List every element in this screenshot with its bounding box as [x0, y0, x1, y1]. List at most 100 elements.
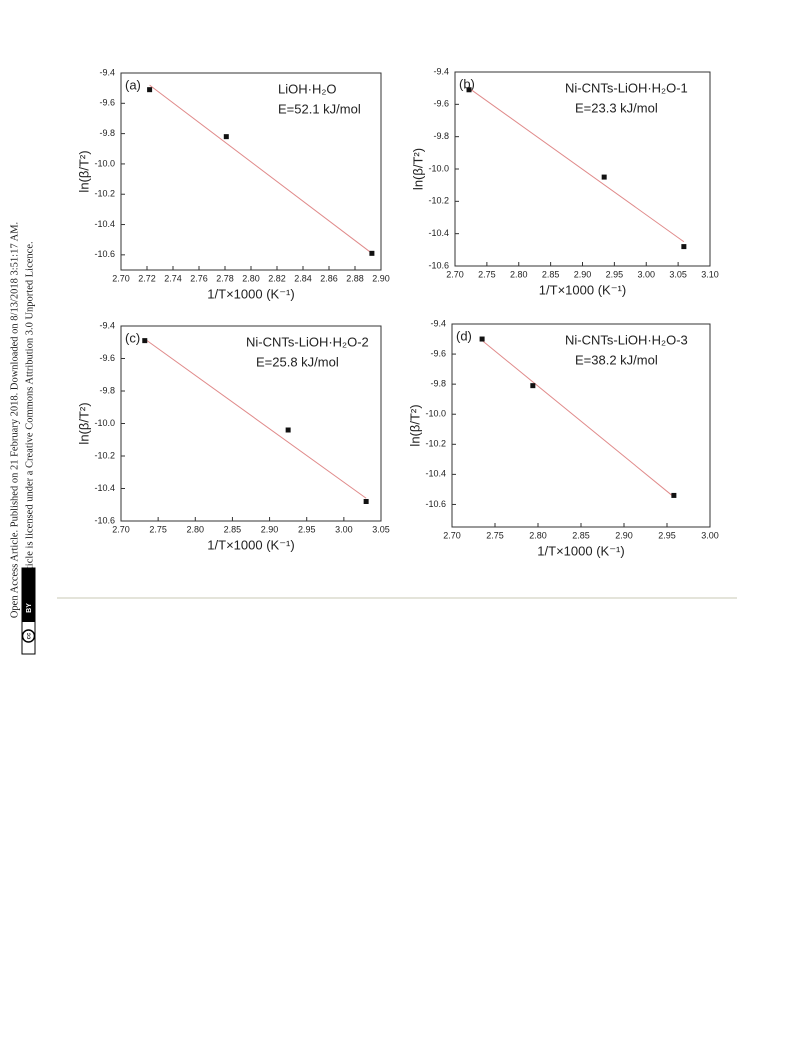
panel-label: (d)	[456, 328, 472, 343]
x-tick-label: 2.85	[224, 524, 242, 534]
badge-circle	[21, 629, 36, 643]
x-tick-label: 2.80	[187, 524, 205, 534]
x-tick-label: 2.78	[216, 273, 234, 283]
x-tick-label: 2.85	[572, 530, 590, 540]
y-axis-label: ln(β/T²)	[76, 402, 91, 444]
annotation: Ni-CNTs-LiOH·H₂O-3	[565, 332, 688, 347]
x-tick-label: 2.85	[542, 269, 560, 279]
panel-label: (c)	[125, 330, 140, 345]
y-tick-label: -10.4	[425, 469, 446, 479]
y-tick-label: -10.6	[425, 499, 446, 509]
x-tick-label: 2.90	[261, 524, 279, 534]
annotation: Ni-CNTs-LiOH·H₂O-2	[246, 334, 369, 349]
y-tick-label: -10.6	[94, 249, 115, 259]
data-point	[285, 427, 291, 433]
data-point	[466, 87, 472, 93]
x-axis-label: 1/T×1000 (K⁻¹)	[537, 543, 624, 558]
y-tick-label: -9.8	[433, 131, 449, 141]
side-note: Open Access Article. Published on 21 Feb…	[9, 222, 35, 618]
annotation: Ni-CNTs-LiOH·H₂O-1	[565, 80, 688, 95]
y-tick-label: -10.0	[428, 163, 449, 173]
y-tick-label: -10.2	[425, 439, 446, 449]
y-tick-label: -9.6	[433, 99, 449, 109]
x-tick-label: 2.70	[112, 524, 130, 534]
x-tick-label: 2.95	[658, 530, 676, 540]
data-point	[147, 87, 153, 93]
data-point	[479, 336, 485, 342]
y-tick-label: -9.6	[99, 353, 115, 363]
y-tick-label: -10.6	[428, 260, 449, 270]
y-tick-label: -10.2	[94, 189, 115, 199]
x-tick-label: 3.00	[701, 530, 719, 540]
y-axis-label: ln(β/T²)	[407, 404, 422, 446]
x-tick-label: 2.75	[149, 524, 167, 534]
x-tick-label: 2.70	[112, 273, 130, 283]
y-tick-label: -10.0	[94, 418, 115, 428]
y-tick-label: -10.0	[425, 409, 446, 419]
side-note-line: Open Access Article. Published on 21 Feb…	[9, 222, 20, 618]
x-tick-label: 2.90	[574, 269, 592, 279]
side-note-line: This article is licensed under a Creativ…	[24, 241, 35, 598]
y-tick-label: -10.2	[94, 450, 115, 460]
panel-label: (a)	[125, 77, 141, 92]
data-point	[363, 499, 369, 504]
x-axis-label: 1/T×1000 (K⁻¹)	[539, 282, 626, 297]
x-tick-label: 2.90	[372, 273, 390, 283]
y-tick-label: -9.4	[99, 320, 115, 330]
y-tick-label: -9.8	[99, 128, 115, 138]
x-tick-label: 2.70	[443, 530, 461, 540]
data-point	[530, 383, 536, 389]
x-tick-label: 3.10	[701, 269, 719, 279]
y-tick-label: -9.6	[430, 348, 446, 358]
x-tick-label: 2.95	[298, 524, 316, 534]
plot-frame	[120, 325, 382, 522]
data-point	[671, 492, 677, 498]
x-tick-label: 2.88	[346, 273, 364, 283]
y-tick-label: -10.0	[94, 158, 115, 168]
badge-cc: cc	[27, 632, 33, 639]
x-tick-label: 3.05	[669, 269, 687, 279]
y-tick-label: -10.4	[94, 483, 115, 493]
data-point	[142, 338, 148, 344]
data-point	[601, 174, 607, 180]
x-tick-label: 2.76	[190, 273, 208, 283]
x-tick-label: 2.72	[138, 273, 156, 283]
chart-panel: 2.70 2.72 2.74 2.76 2.78 2.80 2.82 2.84 2.86 2.88…	[76, 67, 389, 301]
chart-panel: 2.70 2.75 2.80 2.85 2.90 2.95 3.00 3.05 -9.4 -9.6…	[76, 320, 389, 552]
x-tick-label: 3.00	[335, 524, 353, 534]
annotation: E=52.1 kJ/mol	[278, 101, 361, 116]
x-tick-label: 2.70	[446, 269, 464, 279]
y-axis-label: ln(β/T²)	[410, 148, 425, 190]
y-tick-label: -10.4	[428, 228, 449, 238]
annotation: LiOH·H₂O	[278, 81, 337, 96]
x-tick-label: 2.90	[615, 530, 633, 540]
y-tick-label: -10.4	[94, 219, 115, 229]
x-tick-label: 2.80	[529, 530, 547, 540]
badge-dark	[22, 568, 35, 622]
data-point	[681, 244, 687, 250]
y-tick-label: -9.6	[99, 98, 115, 108]
y-tick-label: -9.8	[99, 385, 115, 395]
badge-by: BY	[26, 603, 33, 613]
y-tick-label: -9.8	[430, 379, 446, 389]
x-axis-label: 1/T×1000 (K⁻¹)	[207, 286, 294, 301]
chart-panel: 2.70 2.75 2.80 2.85 2.90 2.95 3.00 3.05 3.10 -9.4…	[410, 66, 718, 297]
y-axis-label: ln(β/T²)	[76, 150, 91, 192]
y-tick-label: -10.2	[428, 196, 449, 206]
chart-panel: 2.70 2.75 2.80 2.85 2.90 2.95 3.00 -9.4 -9.6 -9.8…	[407, 318, 718, 558]
annotation: E=25.8 kJ/mol	[256, 354, 339, 369]
data-point	[369, 250, 375, 256]
data-point	[223, 134, 229, 140]
x-tick-label: 3.05	[372, 524, 390, 534]
x-tick-label: 2.80	[510, 269, 528, 279]
y-tick-label: -10.6	[94, 515, 115, 525]
y-tick-label: -9.4	[99, 67, 115, 77]
fit-line	[481, 340, 675, 498]
y-tick-label: -9.4	[430, 318, 446, 328]
fit-line	[144, 338, 367, 499]
x-tick-label: 2.75	[486, 530, 504, 540]
license-badge: cc BY	[21, 567, 36, 655]
x-tick-label: 3.00	[637, 269, 655, 279]
